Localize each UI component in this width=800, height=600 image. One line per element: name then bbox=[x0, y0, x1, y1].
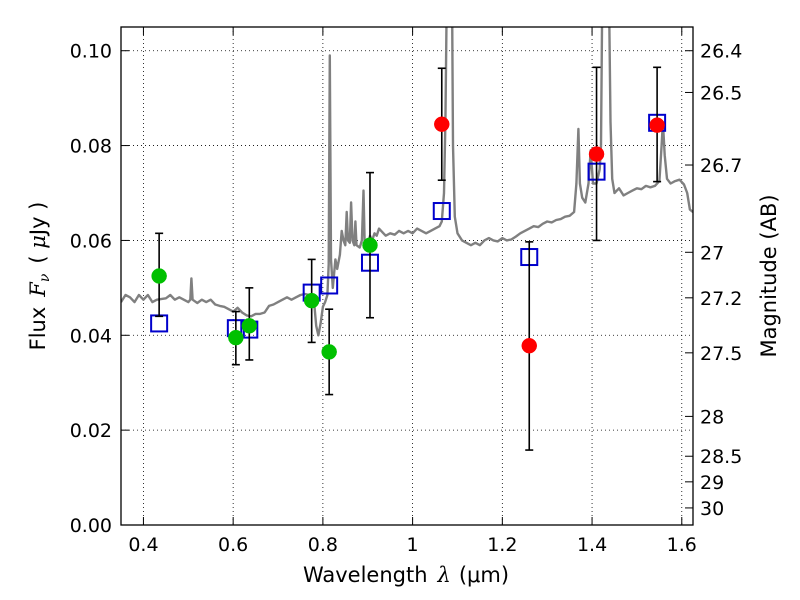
spectrum-line bbox=[121, 27, 693, 337]
x-tick-label: 1 bbox=[407, 534, 419, 556]
y-tick-label: 0.04 bbox=[70, 325, 112, 347]
y-tick-label: 0.02 bbox=[70, 420, 112, 442]
y2-tick-label: 28 bbox=[700, 406, 724, 428]
y2-tick-label: 27 bbox=[700, 242, 724, 264]
x-axis-label-symbol: λ bbox=[437, 563, 451, 587]
x-axis-label-prefix: Wavelength bbox=[303, 563, 428, 587]
green-data-point bbox=[321, 344, 337, 360]
y-axis-label-symbol: F bbox=[26, 281, 50, 298]
y2-tick-label: 26.5 bbox=[700, 82, 742, 104]
y2-tick-label: 28.5 bbox=[700, 446, 742, 468]
green-data-point bbox=[303, 292, 320, 309]
x-tick-label: 0.8 bbox=[308, 534, 338, 556]
y2-tick-label: 27.2 bbox=[700, 288, 742, 310]
y-axis-label: Flux Fν ( μJy ) bbox=[26, 202, 53, 351]
x-tick-label: 1.6 bbox=[667, 534, 697, 556]
y2-tick-label: 30 bbox=[700, 498, 724, 520]
y-tick-label: 0.10 bbox=[70, 41, 112, 63]
y2-tick-label: 26.7 bbox=[700, 155, 742, 177]
red-data-point bbox=[434, 116, 450, 132]
y2-tick-label: 29 bbox=[700, 472, 724, 494]
x-tick-label: 1.2 bbox=[487, 534, 517, 556]
x-tick-label: 1.4 bbox=[577, 534, 607, 556]
red-data-point bbox=[588, 146, 605, 162]
green-data-point bbox=[151, 268, 167, 284]
x-axis-label: Wavelength λ (μm) bbox=[303, 563, 509, 587]
green-data-point bbox=[362, 237, 378, 253]
green-data-point bbox=[241, 318, 258, 334]
plot-frame bbox=[120, 26, 694, 526]
model-square-marker bbox=[432, 202, 451, 221]
y-axis-label-unit-rest: Jy ) bbox=[26, 202, 50, 238]
y2-tick-label: 27.5 bbox=[700, 343, 742, 365]
red-data-point bbox=[521, 337, 538, 354]
x-tick-label: 0.6 bbox=[218, 534, 248, 556]
x-tick-label: 0.4 bbox=[128, 534, 158, 556]
plot-area bbox=[121, 27, 693, 451]
y2-tick-label: 26.4 bbox=[700, 41, 742, 63]
y-axis-label-unit-open: ( bbox=[26, 249, 50, 264]
y-tick-label: 0.08 bbox=[70, 136, 112, 158]
y2-axis-label: Magnitude (AB) bbox=[757, 194, 781, 357]
red-data-point bbox=[649, 117, 665, 133]
y-axis-label-unit-mu: μ bbox=[26, 235, 50, 249]
green-data-point bbox=[228, 329, 244, 346]
y-axis-label-prefix: Flux bbox=[26, 307, 50, 351]
y-axis-label-subscript: ν bbox=[37, 273, 53, 282]
y-tick-label: 0.00 bbox=[70, 515, 112, 537]
x-axis-label-unit: (μm) bbox=[459, 563, 509, 587]
axes: 0.4 0.6 0.8 1 1.2 1.4 1.6 0.00 0.02 0.04 0.06 0.08 0… bbox=[70, 27, 742, 556]
y-tick-label: 0.06 bbox=[70, 230, 112, 252]
model-square-marker bbox=[320, 276, 339, 295]
